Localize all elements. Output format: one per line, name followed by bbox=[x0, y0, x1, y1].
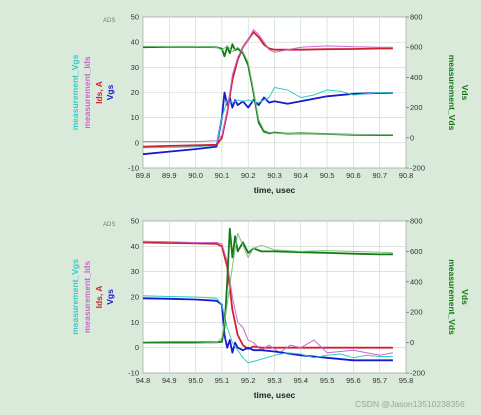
x-tick-label: 95.4 bbox=[293, 376, 308, 385]
x-tick-label: 90.7 bbox=[372, 171, 387, 180]
x-tick-label: 90.1 bbox=[215, 171, 230, 180]
y-left-tick-label: 50 bbox=[131, 13, 139, 22]
x-tick-label: 95.0 bbox=[188, 376, 203, 385]
y-right-tick-label: -200 bbox=[410, 369, 425, 378]
x-tick-label: 94.8 bbox=[136, 376, 151, 385]
y-right-tick-label: -200 bbox=[410, 164, 425, 173]
ads-badge: ADS bbox=[103, 222, 115, 228]
y-right-axis-label: measurement_Vds bbox=[447, 55, 457, 131]
ads-badge: ADS bbox=[103, 18, 115, 24]
x-tick-label: 89.8 bbox=[136, 171, 151, 180]
x-tick-label: 95.5 bbox=[320, 376, 335, 385]
y-right-tick-label: 400 bbox=[410, 73, 423, 82]
y-left-axis-label: Vgs bbox=[105, 289, 115, 305]
y-left-axis-label: Vgs bbox=[105, 84, 115, 100]
y-left-tick-label: 30 bbox=[131, 63, 139, 72]
y-right-axis-label: Vds bbox=[460, 289, 470, 305]
y-left-tick-label: 40 bbox=[131, 242, 139, 251]
y-left-axis-label: measurement_Vgs bbox=[70, 259, 80, 335]
y-left-axis-label: Ids, A bbox=[94, 286, 104, 309]
y-left-tick-label: 20 bbox=[131, 88, 139, 97]
y-left-tick-label: 0 bbox=[135, 343, 139, 352]
chart-panel-2: 94.8 94.9 95.0 95.1 95.2 95.3 95.4 95.5 95.6 95.7… bbox=[70, 217, 470, 401]
x-tick-label: 95.6 bbox=[346, 376, 361, 385]
x-axis-label: time, usec bbox=[254, 390, 296, 400]
y-right-axis-label: measurement_Vds bbox=[447, 259, 457, 335]
x-tick-label: 90.6 bbox=[346, 171, 361, 180]
y-right-tick-label: 800 bbox=[410, 13, 423, 22]
y-right-tick-label: 200 bbox=[410, 308, 423, 317]
y-left-axis-label: measurement_Ids bbox=[82, 56, 92, 129]
series-line-ids bbox=[142, 241, 393, 350]
x-tick-label: 95.1 bbox=[215, 376, 230, 385]
chart-panel-1: 89.8 89.9 90.0 90.1 90.2 90.3 90.4 90.5 90.6 90.7… bbox=[70, 13, 470, 196]
x-tick-label: 95.2 bbox=[241, 376, 256, 385]
x-tick-label: 95.7 bbox=[372, 376, 387, 385]
y-right-tick-label: 0 bbox=[410, 133, 414, 142]
y-left-tick-label: 50 bbox=[131, 217, 139, 226]
x-axis-label: time, usec bbox=[254, 185, 296, 195]
series-line-measurement-vgs bbox=[142, 295, 393, 364]
y-left-axis-label: measurement_Vgs bbox=[70, 54, 80, 130]
y-left-axis-label: Ids, A bbox=[94, 81, 104, 104]
x-tick-label: 90.3 bbox=[267, 171, 282, 180]
series-line-measurement-vds bbox=[143, 232, 393, 344]
y-left-tick-label: 20 bbox=[131, 293, 139, 302]
series-line-vds bbox=[142, 227, 393, 344]
y-left-tick-label: -10 bbox=[128, 369, 139, 378]
x-tick-label: 89.9 bbox=[162, 171, 177, 180]
y-right-tick-label: 600 bbox=[410, 247, 423, 256]
x-tick-label: 90.5 bbox=[320, 171, 335, 180]
series-line-measurement-ids bbox=[142, 240, 393, 356]
series-line-ids bbox=[142, 31, 393, 148]
y-left-tick-label: 40 bbox=[131, 38, 139, 47]
y-right-tick-label: 400 bbox=[410, 277, 423, 286]
x-tick-label: 90.4 bbox=[293, 171, 308, 180]
x-tick-label: 90.8 bbox=[399, 171, 414, 180]
x-tick-label: 95.3 bbox=[267, 376, 282, 385]
y-left-tick-label: 0 bbox=[135, 138, 139, 147]
y-left-tick-label: -10 bbox=[128, 164, 139, 173]
y-left-tick-label: 10 bbox=[131, 113, 139, 122]
y-right-tick-label: 0 bbox=[410, 338, 414, 347]
series-line-measurement-ids bbox=[143, 29, 393, 143]
y-right-tick-label: 200 bbox=[410, 103, 423, 112]
series-line-measurement-vds bbox=[143, 45, 393, 136]
y-right-tick-label: 600 bbox=[410, 43, 423, 52]
x-tick-label: 90.0 bbox=[188, 171, 203, 180]
series-line-measurement-vgs bbox=[142, 87, 393, 149]
y-right-axis-label: Vds bbox=[460, 85, 470, 101]
x-tick-label: 95.8 bbox=[399, 376, 414, 385]
watermark: CSDN @Jason13510238356 bbox=[355, 399, 465, 409]
x-tick-label: 90.2 bbox=[241, 171, 256, 180]
x-tick-label: 94.9 bbox=[162, 376, 177, 385]
y-left-axis-label: measurement_Ids bbox=[82, 261, 92, 334]
y-right-tick-label: 800 bbox=[410, 217, 423, 226]
y-left-tick-label: 30 bbox=[131, 267, 139, 276]
y-left-tick-label: 10 bbox=[131, 318, 139, 327]
